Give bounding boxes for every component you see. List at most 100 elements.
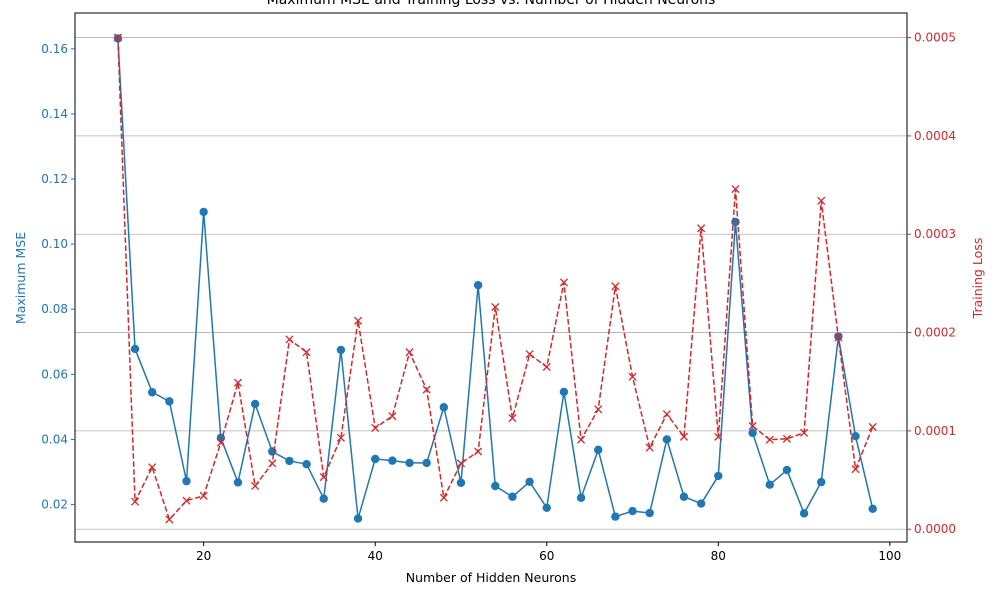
training-loss-point [405,348,414,357]
y-tick-label-right: 0.0005 [914,31,956,45]
y-tick-label-left: 0.08 [41,302,68,316]
training-loss-point [233,378,243,387]
mse-point [594,445,603,455]
y-tick-label-left: 0.16 [41,42,68,56]
y-tick-label-left: 0.04 [41,432,68,446]
mse-point [628,506,637,516]
training-loss-point [748,421,757,431]
mse-point [765,480,774,489]
training-loss-point [285,335,294,344]
training-loss-point [319,473,328,482]
training-loss-point [165,515,174,524]
training-loss-point [868,422,877,432]
mse-point [422,458,431,468]
chart-title: Maximum MSE and Training Loss vs. Number… [267,0,716,8]
mse-point [645,508,654,518]
mse-point [799,509,809,518]
mse-point [491,481,500,491]
training-loss-point [714,432,723,441]
mse-point [233,478,243,487]
training-loss-point [697,224,706,233]
mse-point [508,492,517,501]
x-tick-label: 80 [711,549,726,563]
mse-point [165,397,174,406]
mse-point [559,387,569,397]
training-loss-point [628,372,637,381]
training-loss-point [491,302,500,312]
training-loss-point [645,443,654,452]
mse-point [662,435,672,444]
x-tick-label: 20 [196,549,211,563]
training-loss-point [834,333,843,342]
mse-point [473,280,483,290]
mse-point [782,465,792,475]
mse-point [817,477,826,487]
mse-point [525,477,534,486]
mse-point [302,459,311,469]
y-tick-label-left: 0.10 [41,237,68,251]
mse-point [456,478,466,487]
training-loss-point [782,434,791,443]
training-loss-point [679,432,689,441]
series-layer [113,33,877,524]
training-loss-point [302,348,311,357]
y-tick-label-right: 0.0000 [914,522,956,536]
plot-frame [74,12,908,543]
training-loss-point [731,184,740,194]
x-axis-label: Number of Hidden Neurons [406,570,576,585]
training-loss-point [594,405,603,414]
training-loss-point [148,463,157,472]
training-loss-point [508,414,517,423]
training-loss-point [353,316,363,325]
y-axis-label-left: Maximum MSE [13,232,28,324]
mse-point [371,454,380,464]
mse-point [542,503,551,513]
mse-point [868,504,877,513]
y-tick-label-right: 0.0003 [914,227,956,241]
grid-lines [75,37,907,530]
training-loss-point [268,459,277,468]
training-loss-point [336,433,345,442]
mse-point [388,456,397,465]
mse-point [182,476,191,486]
mse-point [748,428,757,438]
training-loss-line [117,37,874,521]
mse-point [199,207,208,217]
x-tick-label: 60 [539,549,554,563]
y-tick-label-right: 0.0002 [914,326,956,340]
training-loss-point [251,481,260,491]
training-loss-point [611,282,620,291]
training-loss-point [199,491,208,500]
training-loss-point [559,278,568,287]
y-tick-label-left: 0.12 [41,172,68,186]
mse-point [336,345,346,355]
y-tick-label-left: 0.06 [41,367,68,381]
training-loss-point [439,493,448,502]
axes: 20 40 60 80 100 0.02 0.04 0.06 0.08 0.10 0.12 0.14 0… [41,12,956,563]
mse-point [285,456,294,466]
mse-point [696,499,706,508]
mse-point [268,447,277,456]
training-loss-point [525,350,534,359]
mse-point [611,512,620,521]
y-tick-label-right: 0.0001 [914,424,956,438]
mse-point [851,432,860,441]
mse-point [130,344,140,354]
training-loss-point [800,428,809,437]
training-loss-point [371,423,380,433]
training-loss-point [422,385,431,394]
mse-point [714,471,723,481]
mse-point [439,403,449,412]
training-loss-point [662,410,671,419]
mse-point [319,494,328,503]
training-loss-point [817,196,826,205]
training-loss-point [456,459,466,468]
training-loss-point [474,447,483,456]
training-loss-point [216,438,225,447]
x-tick-label: 40 [368,549,383,563]
training-loss-point [542,362,551,372]
y-axis-label-right: Training Loss [970,238,985,320]
mse-point [405,458,414,468]
mse-point [576,493,586,502]
